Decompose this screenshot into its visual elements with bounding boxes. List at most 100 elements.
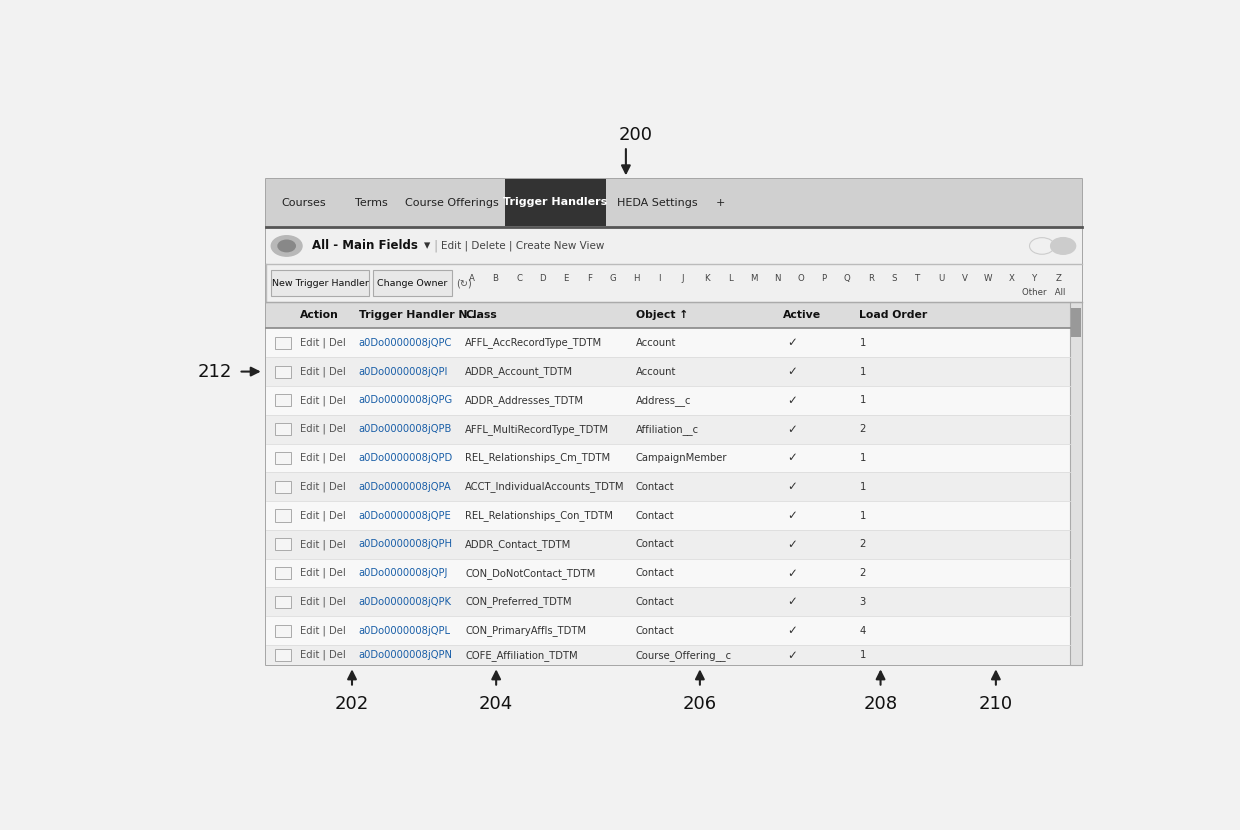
- Text: X: X: [1008, 274, 1014, 283]
- Text: Edit | Del: Edit | Del: [300, 568, 346, 579]
- Text: Edit | Del: Edit | Del: [300, 338, 346, 348]
- Bar: [265, 301, 1070, 329]
- Bar: [275, 423, 290, 435]
- Text: 212: 212: [197, 363, 232, 381]
- Text: ✓: ✓: [787, 567, 797, 579]
- Text: AFFL_MultiRecordType_TDTM: AFFL_MultiRecordType_TDTM: [465, 423, 609, 435]
- Text: ✓: ✓: [787, 648, 797, 662]
- Text: 206: 206: [683, 695, 717, 712]
- Text: Edit | Del: Edit | Del: [300, 366, 346, 377]
- Bar: [265, 616, 1070, 645]
- Text: 1: 1: [859, 367, 866, 377]
- Bar: [275, 394, 290, 407]
- Text: Edit | Del: Edit | Del: [300, 597, 346, 607]
- Text: COFE_Affiliation_TDTM: COFE_Affiliation_TDTM: [465, 650, 578, 661]
- Text: Change Owner: Change Owner: [377, 279, 448, 287]
- Bar: [275, 649, 290, 662]
- Text: Edit | Del: Edit | Del: [300, 481, 346, 492]
- Text: 1: 1: [859, 453, 866, 463]
- Text: CON_DoNotContact_TDTM: CON_DoNotContact_TDTM: [465, 568, 595, 579]
- Text: Edit | Del: Edit | Del: [300, 650, 346, 661]
- Text: Contact: Contact: [635, 510, 675, 520]
- Bar: [265, 301, 1070, 665]
- Text: ✓: ✓: [787, 538, 797, 551]
- Text: Terms: Terms: [356, 198, 388, 208]
- Text: Edit | Del: Edit | Del: [300, 510, 346, 520]
- Text: W: W: [983, 274, 992, 283]
- Text: Load Order: Load Order: [859, 310, 928, 320]
- Text: New Trigger Handler: New Trigger Handler: [272, 279, 368, 287]
- Text: a0Do0000008jQPE: a0Do0000008jQPE: [358, 510, 451, 520]
- Bar: [275, 365, 290, 378]
- Text: Course Offerings: Course Offerings: [405, 198, 498, 208]
- Bar: [265, 265, 1083, 301]
- Text: ACCT_IndividualAccounts_TDTM: ACCT_IndividualAccounts_TDTM: [465, 481, 625, 492]
- Bar: [265, 386, 1070, 415]
- Text: Affiliation__c: Affiliation__c: [635, 423, 698, 435]
- Bar: [275, 538, 290, 550]
- Text: T: T: [915, 274, 920, 283]
- Bar: [265, 357, 1070, 386]
- Text: M: M: [750, 274, 758, 283]
- Text: 1: 1: [859, 338, 866, 348]
- Circle shape: [278, 240, 295, 251]
- Text: Other   All: Other All: [1022, 288, 1065, 297]
- Text: a0Do0000008jQPD: a0Do0000008jQPD: [358, 453, 453, 463]
- Text: 2: 2: [859, 424, 866, 434]
- Text: All - Main Fields: All - Main Fields: [311, 239, 418, 252]
- Text: ADDR_Addresses_TDTM: ADDR_Addresses_TDTM: [465, 395, 584, 406]
- Circle shape: [1050, 237, 1075, 254]
- Text: a0Do0000008jQPI: a0Do0000008jQPI: [358, 367, 448, 377]
- Circle shape: [272, 236, 303, 256]
- Text: a0Do0000008jQPN: a0Do0000008jQPN: [358, 650, 453, 660]
- Bar: [265, 501, 1070, 530]
- FancyBboxPatch shape: [505, 179, 605, 226]
- Text: AFFL_AccRecordType_TDTM: AFFL_AccRecordType_TDTM: [465, 337, 603, 349]
- Text: 1: 1: [859, 481, 866, 491]
- Text: D: D: [539, 274, 546, 283]
- Text: 210: 210: [978, 695, 1013, 712]
- Text: ✓: ✓: [787, 481, 797, 493]
- Text: P: P: [821, 274, 826, 283]
- Text: 2: 2: [859, 540, 866, 549]
- Text: +: +: [715, 198, 724, 208]
- Text: a0Do0000008jQPB: a0Do0000008jQPB: [358, 424, 453, 434]
- Text: L: L: [728, 274, 733, 283]
- Text: 200: 200: [619, 126, 652, 144]
- Text: G: G: [609, 274, 616, 283]
- Text: I: I: [658, 274, 661, 283]
- Text: Contact: Contact: [635, 626, 675, 636]
- Text: Edit | Del: Edit | Del: [300, 395, 346, 406]
- Text: |: |: [434, 239, 438, 252]
- Bar: [1071, 308, 1081, 337]
- Text: REL_Relationships_Con_TDTM: REL_Relationships_Con_TDTM: [465, 510, 614, 521]
- Text: C: C: [516, 274, 522, 283]
- Text: Y: Y: [1032, 274, 1038, 283]
- Text: U: U: [937, 274, 945, 283]
- Text: REL_Relationships_Cm_TDTM: REL_Relationships_Cm_TDTM: [465, 452, 610, 463]
- Text: a0Do0000008jQPJ: a0Do0000008jQPJ: [358, 568, 448, 578]
- Text: 1: 1: [859, 395, 866, 405]
- Text: ✓: ✓: [787, 336, 797, 349]
- Text: E: E: [563, 274, 569, 283]
- Text: a0Do0000008jQPK: a0Do0000008jQPK: [358, 597, 451, 607]
- Text: 204: 204: [479, 695, 513, 712]
- Text: Address__c: Address__c: [635, 395, 691, 406]
- Text: a0Do0000008jQPL: a0Do0000008jQPL: [358, 626, 450, 636]
- Text: HEDA Settings: HEDA Settings: [616, 198, 697, 208]
- Text: ✓: ✓: [787, 365, 797, 378]
- FancyBboxPatch shape: [373, 271, 451, 295]
- Text: Contact: Contact: [635, 568, 675, 578]
- Bar: [265, 645, 1070, 665]
- Bar: [265, 472, 1070, 501]
- Text: Trigger Handler N...: Trigger Handler N...: [358, 310, 480, 320]
- Bar: [275, 337, 290, 349]
- Text: H: H: [632, 274, 640, 283]
- Text: CON_Preferred_TDTM: CON_Preferred_TDTM: [465, 597, 572, 608]
- Text: 3: 3: [859, 597, 866, 607]
- Text: (↻): (↻): [456, 278, 471, 288]
- Text: Active: Active: [782, 310, 821, 320]
- Text: 2: 2: [859, 568, 866, 578]
- Text: A: A: [469, 274, 475, 283]
- Text: S: S: [892, 274, 897, 283]
